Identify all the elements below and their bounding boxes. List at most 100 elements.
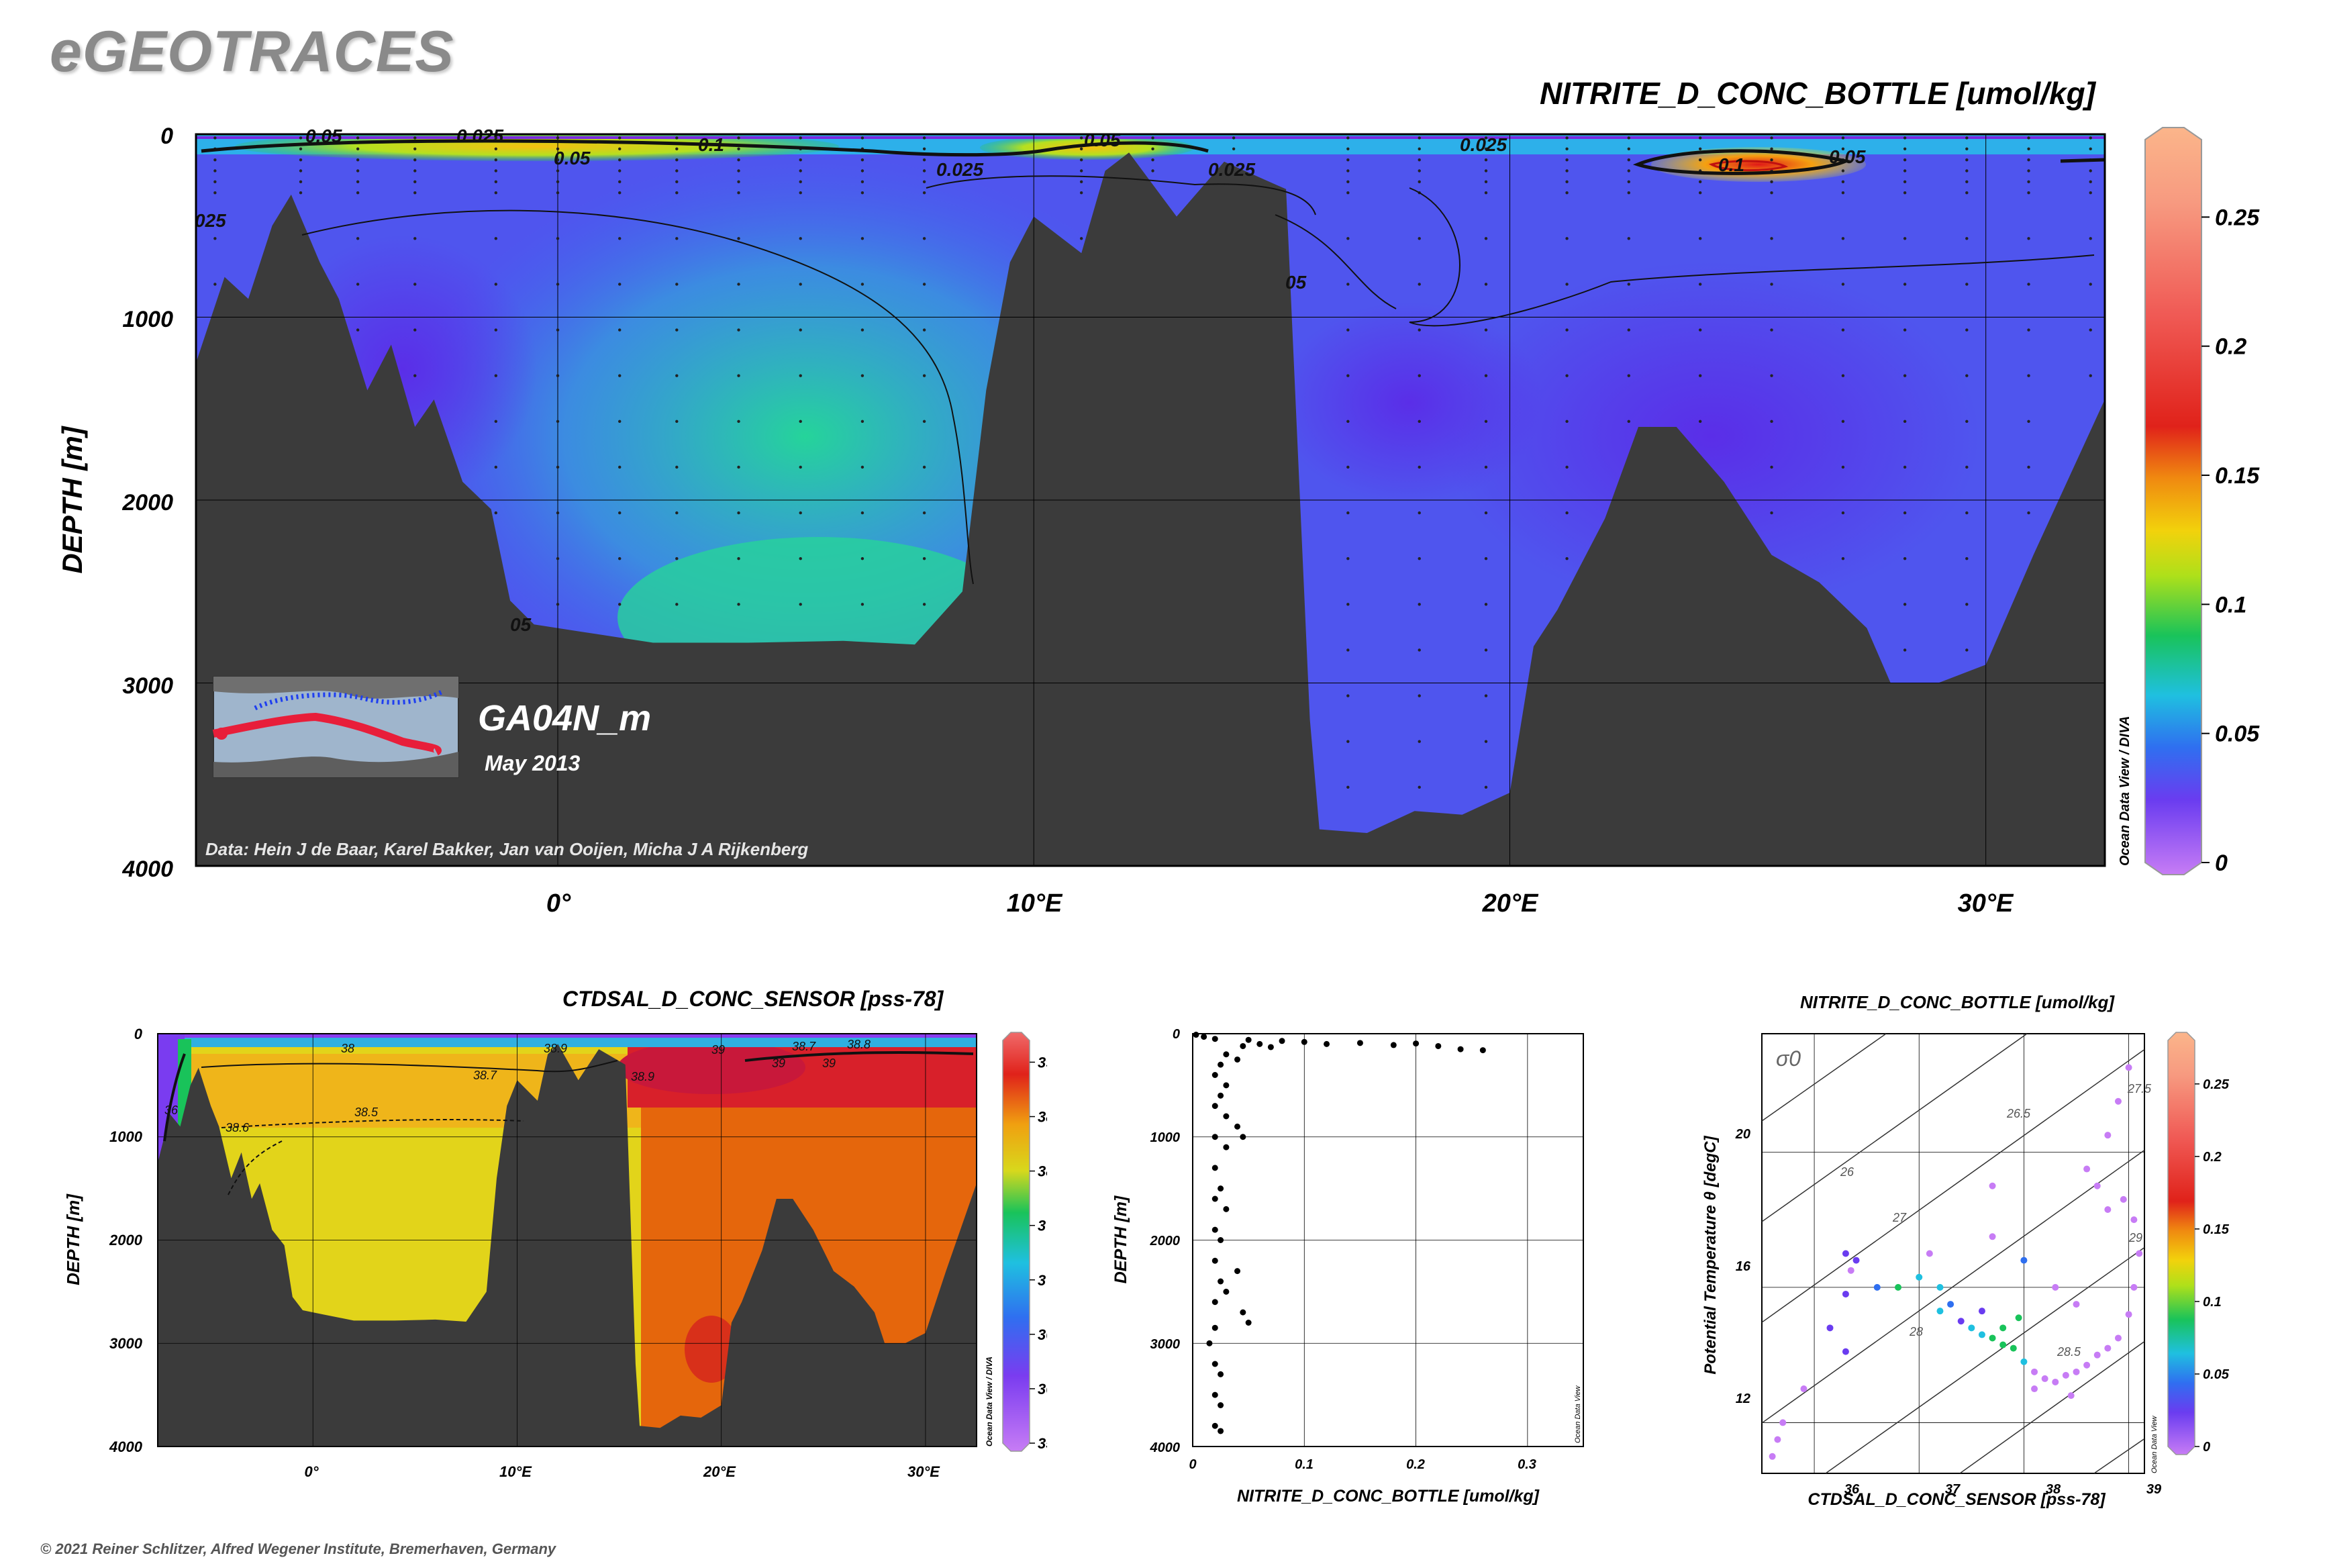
sample-dot [1965, 328, 1969, 332]
sample-dot [922, 283, 926, 286]
sample-dot [413, 147, 417, 150]
contour-labels: 0.05 0.025 0.05 0.1 0.025 0.05 0.025 0.0… [195, 126, 1866, 635]
sample-dot [618, 603, 622, 606]
sample-dot [1770, 465, 1773, 469]
sample-dot [356, 283, 360, 286]
y-tick-label: 4000 [109, 1438, 143, 1455]
contour-label: 0.025 [1208, 159, 1255, 180]
sample-dot [2027, 180, 2030, 184]
sample-dot [1770, 237, 1773, 240]
sample-dot [618, 191, 622, 195]
salinity-bathymetry-mask [158, 1044, 977, 1447]
sample-dot [1903, 328, 1907, 332]
scatter-point [1390, 1042, 1397, 1048]
sample-dot [413, 237, 417, 240]
sample-dot [799, 465, 802, 469]
ts-point [1926, 1250, 1933, 1257]
y-tick-label: 0 [160, 124, 173, 149]
ts-point [1999, 1341, 2007, 1349]
scatter-point [1211, 1134, 1218, 1140]
sample-dot [1418, 328, 1421, 332]
odv-watermark: Ocean Data View / DIVA [2118, 716, 2132, 866]
sample-dot [1627, 158, 1630, 162]
sample-dot [556, 557, 560, 560]
scatter-point [1256, 1040, 1263, 1047]
scatter-point [1245, 1320, 1252, 1326]
sample-dot [1565, 511, 1569, 515]
sample-dot [1079, 191, 1083, 195]
ts-point [2052, 1283, 2059, 1291]
sample-dot [737, 147, 740, 150]
sample-dot [494, 158, 498, 162]
scatter-point [1211, 1361, 1218, 1367]
ts-y-axis-label: Potential Temperature θ [degC] [1701, 1135, 1720, 1374]
sample-dot [1418, 511, 1421, 515]
sample-dot [1698, 191, 1702, 195]
scatter-point [1211, 1422, 1218, 1429]
sample-dot [1903, 603, 1907, 606]
sample-dot [356, 180, 360, 184]
sample-dot [1346, 465, 1350, 469]
sample-dot [860, 511, 864, 515]
sample-dot [2089, 237, 2092, 240]
sample-dot [675, 147, 679, 150]
sample-dot [1841, 169, 1845, 173]
scatter-y-axis-label: DEPTH [m] [1111, 1195, 1130, 1283]
sample-dot [675, 169, 679, 173]
sample-dot [1903, 420, 1907, 424]
scatter-point [1223, 1051, 1230, 1058]
sample-dot [1484, 136, 1488, 140]
data-credits: Data: Hein J de Baar, Karel Bakker, Jan … [205, 839, 808, 859]
contour-label: 0.05 [1829, 146, 1866, 167]
sample-dot [799, 237, 802, 240]
contour-label: 38.7 [473, 1069, 497, 1082]
scatter-points [1193, 1032, 1486, 1434]
sample-dot [556, 147, 560, 150]
sample-dot [737, 374, 740, 377]
sample-dot [556, 158, 560, 162]
scatter-point [1211, 1391, 1218, 1398]
contour-label: 0.05 [1084, 130, 1121, 150]
sample-dot [675, 420, 679, 424]
sample-dot [618, 180, 622, 184]
contour-label: 39 [822, 1057, 836, 1070]
sample-dot [1698, 374, 1702, 377]
ts-point [1957, 1318, 1965, 1325]
scatter-x-ticks: 0 0.1 0.2 0.3 [1189, 1457, 1536, 1472]
ts-point [1769, 1453, 1776, 1460]
contour-label: 0.1 [1718, 154, 1744, 175]
sample-dot [1841, 557, 1845, 560]
sample-dot [1698, 136, 1702, 140]
salinity-section-title: CTDSAL_D_CONC_SENSOR [pss-78] [562, 987, 944, 1011]
scatter-point [1218, 1428, 1224, 1434]
contour-lines [201, 139, 2105, 585]
sample-dot [1484, 374, 1488, 377]
y-tick-label: 4000 [1150, 1440, 1181, 1455]
sample-dot [860, 136, 864, 140]
ts-point [2114, 1334, 2122, 1342]
odv-watermark: Ocean Data View [1574, 1385, 1582, 1443]
x-tick-label: 10°E [499, 1463, 532, 1480]
sample-dot [1484, 180, 1488, 184]
sample-dot [675, 191, 679, 195]
ts-point [1999, 1324, 2007, 1332]
ts-point [2083, 1361, 2091, 1369]
sample-dot [1627, 374, 1630, 377]
ts-point [2130, 1283, 2138, 1291]
ts-point [2114, 1097, 2122, 1105]
sample-dot [1698, 147, 1702, 150]
sample-dot [2027, 136, 2030, 140]
sample-dot [1484, 557, 1488, 560]
sample-dot [1770, 180, 1773, 184]
sample-dot [356, 328, 360, 332]
sample-dot [494, 237, 498, 240]
sample-dot [299, 147, 303, 150]
sample-dot [1841, 191, 1845, 195]
ts-colorbar [2167, 1032, 2195, 1455]
sample-dot [356, 136, 360, 140]
ts-point [2093, 1351, 2101, 1359]
ts-point [2015, 1314, 2022, 1322]
sample-dot [1770, 511, 1773, 515]
sample-dot [1232, 147, 1236, 150]
isopycnal-label: 26 [1840, 1165, 1854, 1179]
